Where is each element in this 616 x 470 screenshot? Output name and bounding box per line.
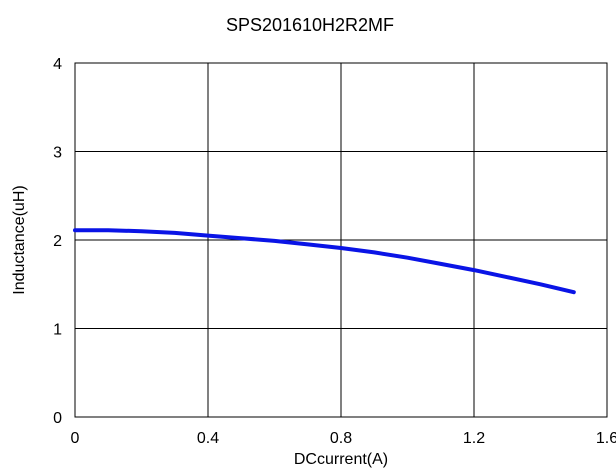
y-tick-label: 0 xyxy=(53,410,62,427)
y-tick-label: 3 xyxy=(53,145,62,162)
y-tick-label: 1 xyxy=(53,322,62,339)
y-tick-label: 4 xyxy=(53,56,62,73)
series-layer xyxy=(73,228,576,295)
plot-area xyxy=(74,62,608,418)
y-axis-label: Inductance(uH) xyxy=(11,185,28,294)
x-tick-label: 1.2 xyxy=(463,430,485,447)
x-tick-label: 1.6 xyxy=(596,430,616,447)
y-tick-label: 2 xyxy=(53,233,62,250)
series-line xyxy=(73,228,576,295)
chart-title: SPS201610H2R2MF xyxy=(226,15,394,35)
x-tick-label: 0 xyxy=(71,430,80,447)
x-tick-label: 0.4 xyxy=(197,430,219,447)
x-axis-label: DCcurrent(A) xyxy=(294,451,388,468)
x-tick-label: 0.8 xyxy=(330,430,352,447)
tick-labels: 0 0.4 0.8 1.2 1.6 0 1 2 3 4 xyxy=(53,56,616,447)
